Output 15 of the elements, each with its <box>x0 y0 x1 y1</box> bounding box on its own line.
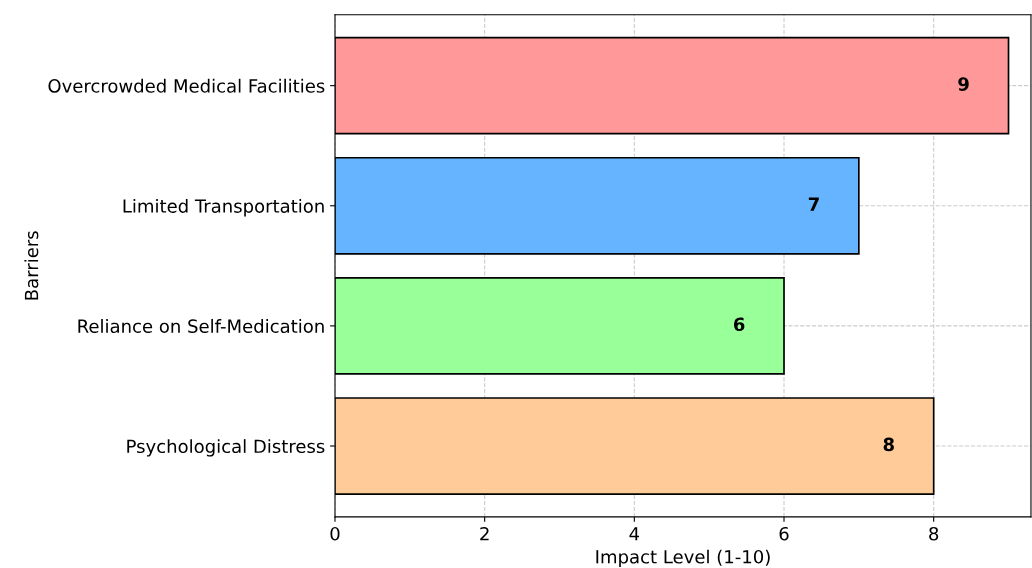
x-axis-title: Impact Level (1-10) <box>596 549 770 568</box>
data-label: 9 <box>958 77 969 91</box>
y-tick-label: Overcrowded Medical Facilities <box>48 78 325 93</box>
data-label: 8 <box>883 437 894 452</box>
data-label: 6 <box>733 317 745 332</box>
data-label: 7 <box>808 197 819 211</box>
x-tick-label: 4 <box>629 527 640 541</box>
x-tick-label: 2 <box>480 526 489 541</box>
x-tick-label: 0 <box>330 526 340 541</box>
x-tick-label: 6 <box>779 526 789 541</box>
y-tick-label: Psychological Distress <box>127 439 325 457</box>
y-axis-title: Barriers <box>24 231 39 300</box>
y-tick-label: Limited Transportation <box>123 198 324 217</box>
x-tick-label: 8 <box>929 526 939 541</box>
y-tick-label: Reliance on Self-Medication <box>78 319 324 333</box>
